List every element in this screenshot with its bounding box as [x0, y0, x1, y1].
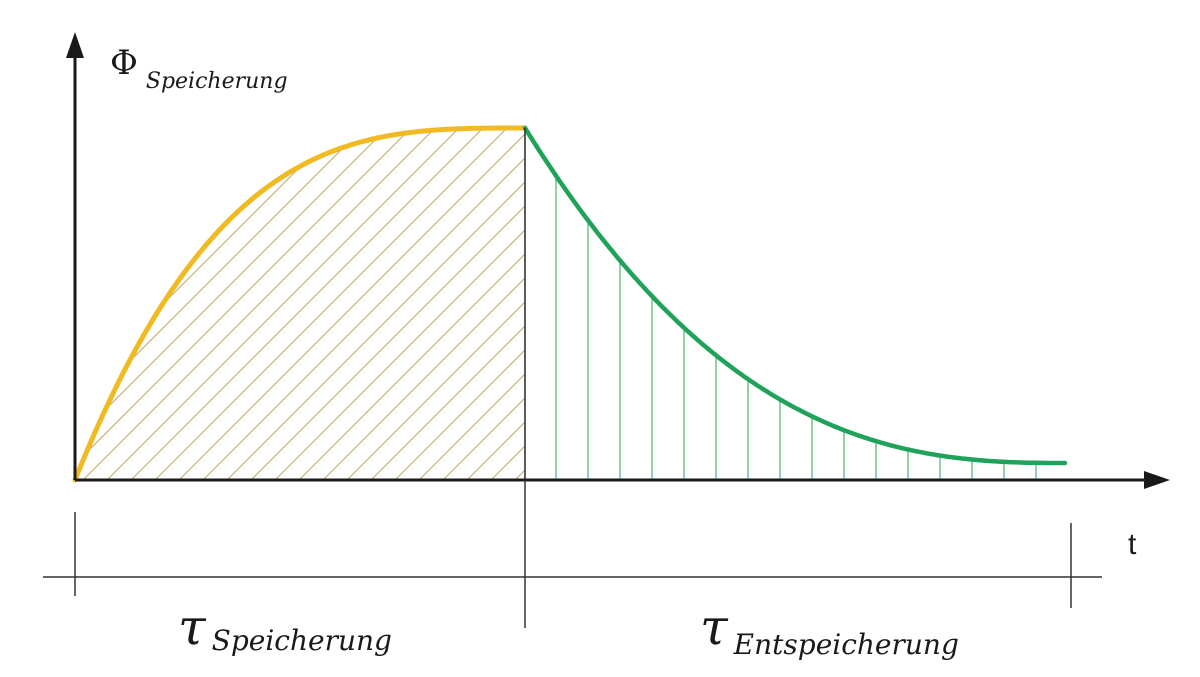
y-axis-subscript: Speicherung [146, 69, 288, 94]
charging-hatch-line [82, 128, 444, 480]
x-axis-label: t [1128, 528, 1137, 561]
charging-hatch-line [370, 128, 525, 480]
charging-hatch-line [154, 128, 516, 480]
discharging-hatch [555, 175, 1037, 480]
timeline [43, 480, 1102, 628]
charging-hatch-line [106, 128, 468, 480]
interval-subscript-charging: Speicherung [212, 624, 392, 657]
charging-hatch-line [75, 128, 372, 480]
charging-hatch-line [394, 128, 525, 480]
charging-curve [72, 125, 528, 483]
charging-hatch-line [539, 120, 899, 480]
y-axis [66, 32, 84, 480]
charging-hatch-line [514, 128, 525, 480]
charging-hatch-line [298, 128, 525, 480]
y-axis-label: Φ Speicherung [110, 43, 288, 94]
charging-hatch-line [250, 128, 525, 480]
charging-hatch [0, 120, 995, 480]
charging-hatch-line [466, 128, 525, 480]
charging-hatch-line [75, 128, 396, 480]
charging-hatch-line [274, 128, 525, 480]
charging-hatch-line [75, 128, 300, 480]
charging-hatch-line [226, 128, 525, 480]
charging-hatch-line [202, 128, 525, 480]
charging-hatch-line [75, 128, 180, 480]
interval-symbol-discharging: τ [700, 598, 729, 656]
charging-hatch-line [346, 128, 525, 480]
charging-hatch-line [322, 128, 525, 480]
x-axis-arrow-icon [1144, 471, 1170, 489]
interval-subscript-discharging: Entspeicherung [733, 628, 959, 661]
charging-hatch-line [75, 128, 348, 480]
charging-hatch-line [563, 120, 923, 480]
charging-hatch-line [0, 120, 59, 480]
charging-hatch-line [418, 128, 525, 480]
charging-hatch-line [587, 120, 947, 480]
charging-hatch-line [0, 120, 35, 480]
charging-area [0, 120, 995, 480]
charging-hatch-line [75, 128, 84, 480]
charging-hatch-line [130, 128, 492, 480]
charging-hatch-line [75, 128, 108, 480]
charging-hatch-line [490, 128, 525, 480]
charging-hatch-line [75, 128, 132, 480]
charging-hatch-line [178, 128, 525, 480]
discharging-curve [522, 125, 1068, 466]
charging-hatch-line [75, 128, 156, 480]
charging-hatch-line [611, 120, 971, 480]
interval-label-charging: τ Speicherung [178, 598, 392, 657]
charging-hatch-line [442, 128, 525, 480]
charging-hatch-line [75, 128, 204, 480]
y-axis-arrow-icon [66, 32, 84, 58]
charging-hatch-line [75, 128, 420, 480]
interval-symbol-charging: τ [178, 598, 207, 656]
charging-hatch-line [635, 120, 995, 480]
charging-hatch-line [75, 128, 252, 480]
y-axis-symbol: Φ [110, 43, 138, 83]
interval-label-discharging: τ Entspeicherung [700, 598, 959, 661]
x-axis [75, 471, 1170, 489]
